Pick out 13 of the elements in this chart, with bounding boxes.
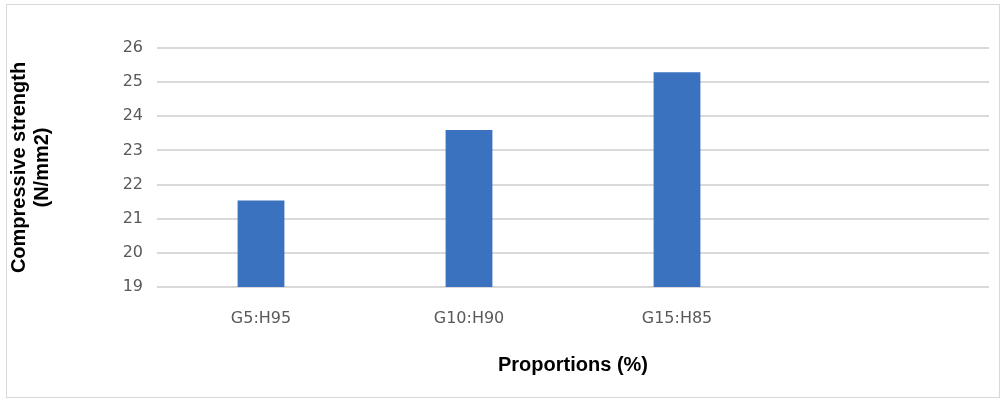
y-tick-label: 22 xyxy=(122,173,143,193)
y-tick-label: 26 xyxy=(122,37,143,57)
y-tick-label: 25 xyxy=(122,71,143,91)
y-tick-label: 24 xyxy=(122,105,143,125)
y-tick-label: 19 xyxy=(122,276,143,296)
x-tick-label: G15:H85 xyxy=(641,307,713,327)
y-axis-title: Compressive strength (N/mm2) xyxy=(7,61,53,274)
y-tick-label: 20 xyxy=(122,242,143,262)
x-tick-label: G5:H95 xyxy=(230,307,292,327)
x-axis-title: Proportions (%) xyxy=(498,352,648,375)
x-tick-label: G10:H90 xyxy=(433,307,505,327)
y-tick-label: 23 xyxy=(122,139,143,159)
y-tick-label: 21 xyxy=(122,207,143,227)
